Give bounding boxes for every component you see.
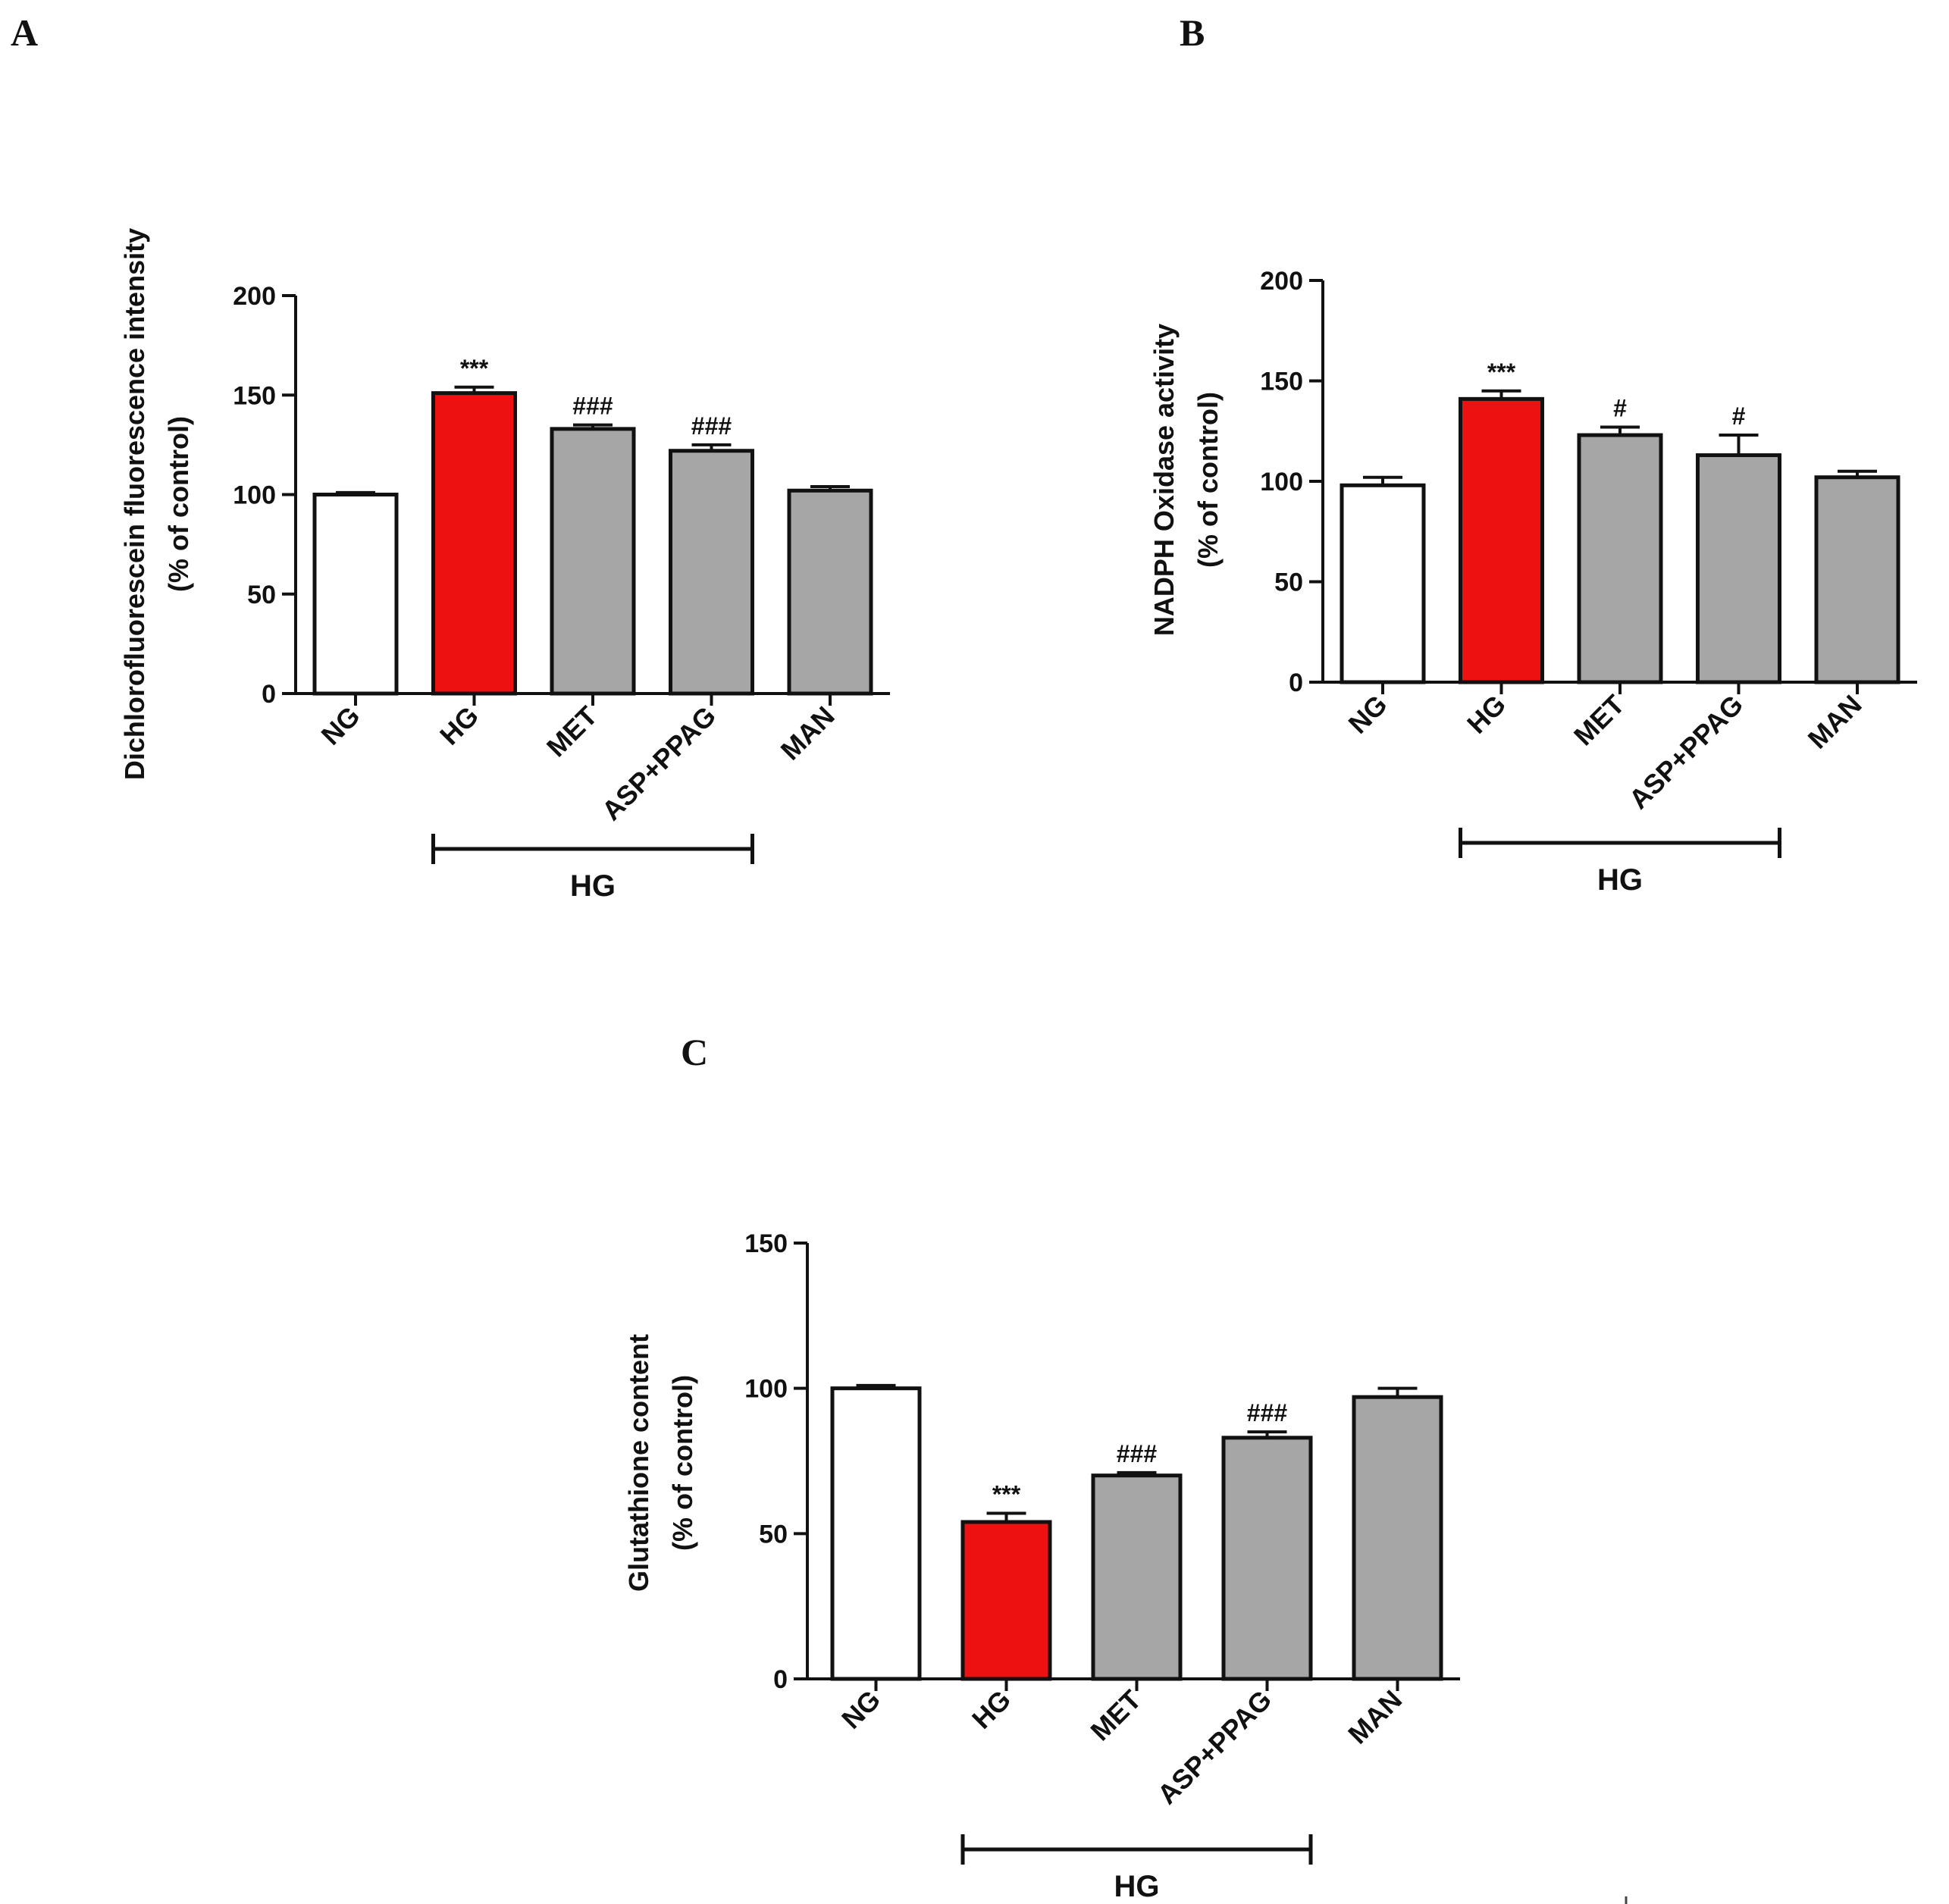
y-axis-title-a: Dichlorofluorescein fluorescence intensi… (119, 228, 194, 780)
significance-label-a-1: *** (460, 355, 489, 382)
y-tick-label-c-150: 150 (744, 1229, 788, 1258)
bar-a-hg (431, 391, 517, 696)
y-tick-label-b-50: 50 (1274, 568, 1303, 597)
y-tick-label-b-100: 100 (1260, 468, 1303, 496)
bracket-label-a: HG (570, 869, 616, 903)
y-tick-label-a-150: 150 (233, 381, 276, 410)
y-axis-title-b: NADPH Oxidase activity (% of control) (1148, 324, 1224, 636)
y-tick-label-a-200: 200 (233, 282, 276, 311)
y-tick-label-a-50: 50 (247, 581, 276, 609)
y-axis-title-b-line1: NADPH Oxidase activity (1148, 324, 1180, 636)
bar-b-met (1577, 433, 1663, 684)
significance-label-c-1: *** (992, 1481, 1021, 1508)
bar-a-ng (312, 493, 399, 696)
significance-label-b-2: # (1613, 394, 1627, 421)
y-tick-label-a-0: 0 (262, 680, 276, 709)
significance-label-c-2: ### (1117, 1440, 1158, 1467)
panel-letter-a: A (11, 11, 38, 54)
bar-a-met (550, 427, 636, 696)
bar-c-ng (830, 1386, 922, 1681)
y-axis-title-a-line1: Dichlorofluorescein fluorescence intensi… (119, 228, 150, 780)
panel-b: B NADPH Oxidase activity (% of control) … (1148, 11, 1917, 897)
y-axis-title-c: Glutathione content (% of control) (623, 1334, 698, 1592)
y-axis-title-a-line2: (% of control) (163, 416, 194, 592)
significance-label-a-3: ### (691, 412, 732, 440)
bar-b-man (1814, 475, 1900, 684)
significance-label-b-1: *** (1487, 359, 1516, 386)
y-axis-title-b-line2: (% of control) (1192, 392, 1224, 568)
bracket-label-b: HG (1597, 863, 1643, 897)
y-tick-label-b-0: 0 (1289, 669, 1303, 697)
bracket-label-c: HG (1114, 1870, 1160, 1903)
y-tick-label-c-50: 50 (759, 1520, 788, 1549)
y-tick-label-b-200: 200 (1260, 267, 1303, 296)
y-axis-title-c-line2: (% of control) (667, 1375, 698, 1551)
significance-label-a-2: ### (572, 393, 613, 420)
panel-letter-b: B (1180, 11, 1205, 54)
y-tick-label-a-100: 100 (233, 481, 276, 510)
bar-c-man (1352, 1395, 1443, 1681)
y-tick-label-b-150: 150 (1260, 368, 1303, 396)
significance-label-c-3: ### (1247, 1399, 1288, 1426)
bar-c-asp-ppag (1221, 1436, 1313, 1681)
bar-c-hg (960, 1520, 1052, 1681)
bar-b-hg (1459, 396, 1544, 684)
bar-a-man (787, 488, 873, 696)
bar-b-asp-ppag (1696, 453, 1781, 684)
bar-b-ng (1340, 483, 1426, 684)
significance-label-b-3: # (1732, 402, 1746, 430)
y-axis-title-c-line1: Glutathione content (623, 1334, 654, 1592)
y-tick-label-c-100: 100 (744, 1375, 788, 1404)
bar-c-met (1091, 1473, 1183, 1681)
bar-a-asp-ppag (669, 449, 754, 696)
panel-letter-c: C (681, 1031, 708, 1073)
y-tick-label-c-0: 0 (773, 1665, 788, 1694)
